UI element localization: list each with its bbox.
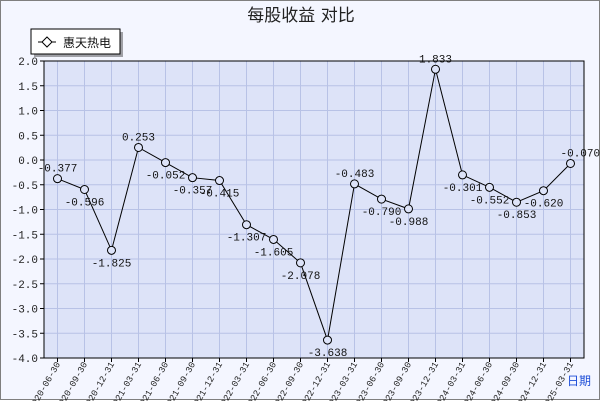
- y-tick-label: -1.0: [12, 206, 38, 218]
- data-label: -0.483: [335, 169, 375, 181]
- y-tick-label: 1.0: [18, 107, 38, 119]
- y-tick-label: -0.5: [12, 181, 38, 193]
- y-tick-label: -3.0: [12, 305, 38, 317]
- data-point: [351, 180, 359, 188]
- data-label: -3.638: [308, 348, 348, 360]
- y-tick-label: -1.5: [12, 230, 38, 242]
- data-point: [459, 171, 467, 179]
- data-point: [486, 183, 494, 191]
- data-label: -1.825: [92, 258, 132, 270]
- y-tick-label: 1.5: [18, 82, 38, 94]
- data-label: -0.052: [146, 171, 186, 183]
- data-label: -0.070: [561, 148, 600, 160]
- data-label: -0.988: [389, 217, 429, 229]
- data-label: -0.377: [38, 164, 78, 176]
- x-unit-label: 日期: [567, 374, 591, 388]
- data-label: -1.307: [227, 233, 267, 245]
- data-point: [540, 187, 548, 195]
- data-point: [432, 65, 440, 73]
- data-point: [108, 246, 116, 254]
- data-point: [405, 205, 413, 213]
- data-point: [135, 143, 143, 151]
- y-tick-label: 0.5: [18, 131, 38, 143]
- data-label: -0.620: [524, 199, 564, 211]
- data-point: [81, 186, 89, 194]
- data-point: [54, 175, 62, 183]
- x-tick-label: 2020-06-30: [27, 361, 63, 401]
- y-tick-label: -3.5: [12, 329, 38, 341]
- data-point: [567, 159, 575, 167]
- data-point: [270, 235, 278, 243]
- data-point: [378, 195, 386, 203]
- data-label: -2.078: [281, 271, 321, 283]
- chart-title: 每股收益 对比: [247, 6, 354, 26]
- data-label: -0.301: [443, 183, 483, 195]
- y-tick-label: 0.0: [18, 156, 38, 168]
- data-label: -0.415: [200, 189, 240, 201]
- data-label: -0.596: [65, 198, 105, 210]
- legend-label: 惠天热电: [63, 36, 111, 50]
- data-point: [513, 198, 521, 206]
- data-point: [243, 221, 251, 229]
- data-label: -0.552: [470, 195, 510, 207]
- legend[interactable]: 惠天热电: [31, 29, 123, 57]
- y-tick-label: -4.0: [12, 354, 38, 366]
- data-label: -1.605: [254, 247, 294, 259]
- data-point: [162, 159, 170, 167]
- plot-area: 2.0 1.5 1.0 0.5 0.0 -0.5 -1.0 -1.5 -2.0 -2.5 -3.0 -…: [12, 54, 600, 401]
- data-point: [216, 177, 224, 185]
- data-point: [297, 259, 305, 267]
- data-point: [324, 336, 332, 344]
- data-label: 1.833: [419, 54, 452, 66]
- data-label: -0.853: [497, 210, 537, 222]
- y-tick-label: 2.0: [18, 57, 38, 69]
- y-tick-label: -2.0: [12, 255, 38, 267]
- data-label: 0.253: [122, 132, 155, 144]
- data-point: [189, 174, 197, 182]
- y-tick-label: -2.5: [12, 280, 38, 292]
